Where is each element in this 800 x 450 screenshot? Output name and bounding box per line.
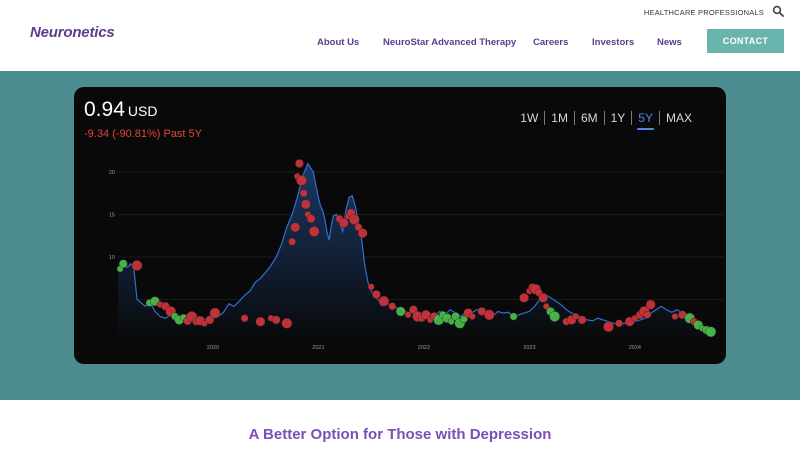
x-tick-label: 2020	[207, 345, 219, 351]
sell-marker[interactable]	[255, 316, 266, 327]
range-max[interactable]: MAX	[665, 111, 692, 125]
sell-marker[interactable]	[209, 307, 221, 319]
range-1m[interactable]: 1M	[551, 111, 568, 125]
range-6m[interactable]: 6M	[580, 111, 598, 125]
sell-marker[interactable]	[404, 311, 412, 319]
sell-marker[interactable]	[271, 315, 281, 325]
sell-marker[interactable]	[296, 175, 307, 186]
sell-marker[interactable]	[371, 289, 381, 299]
healthcare-professionals-link[interactable]: HEALTHCARE PROFESSIONALS	[643, 8, 764, 17]
sell-marker[interactable]	[240, 314, 249, 323]
y-tick-label: 20	[109, 170, 115, 176]
sell-marker[interactable]	[603, 321, 614, 333]
x-tick-label: 2024	[629, 345, 641, 351]
range-separator	[544, 111, 546, 125]
range-selector: 1W 1M 6M 1Y 5Y MAX	[514, 111, 698, 130]
sell-marker[interactable]	[388, 302, 397, 311]
sell-marker[interactable]	[338, 218, 349, 228]
y-tick-label: 10	[109, 255, 115, 261]
sell-marker[interactable]	[572, 313, 580, 320]
sell-marker[interactable]	[378, 295, 390, 307]
price-area	[118, 163, 714, 342]
sell-marker[interactable]	[348, 214, 360, 226]
sell-marker[interactable]	[299, 189, 308, 198]
buy-marker[interactable]	[549, 311, 561, 322]
sell-marker[interactable]	[615, 319, 623, 328]
nav-news[interactable]: News	[657, 37, 682, 48]
range-separator	[631, 111, 633, 125]
sell-marker[interactable]	[357, 228, 368, 239]
x-tick-label: 2021	[312, 345, 324, 351]
stock-chart-card: 10 15 20 2020 2021 2022 2023 2024 0.94 USD -9.34…	[74, 87, 726, 364]
sell-marker[interactable]	[671, 313, 679, 320]
sell-marker[interactable]	[468, 313, 476, 320]
price-value: 0.94	[84, 98, 125, 121]
sell-marker[interactable]	[205, 315, 215, 325]
buy-marker[interactable]	[118, 259, 128, 269]
stock-price: 0.94 USD	[84, 98, 157, 122]
range-separator	[658, 111, 660, 125]
sell-marker[interactable]	[281, 317, 293, 329]
section-heading: A Better Option for Those with Depressio…	[248, 426, 552, 443]
nav-investors[interactable]: Investors	[592, 37, 635, 48]
y-tick-label: 15	[109, 213, 115, 219]
range-5y[interactable]: 5Y	[632, 111, 659, 130]
sell-marker[interactable]	[367, 283, 375, 291]
price-change: -9.34 (-90.81%) Past 5Y	[84, 128, 203, 140]
buy-marker[interactable]	[509, 312, 518, 321]
buy-marker[interactable]	[395, 306, 406, 317]
contact-button[interactable]: CONTACT	[707, 29, 784, 53]
buy-marker[interactable]	[705, 326, 717, 338]
sell-marker[interactable]	[643, 310, 652, 319]
range-separator	[573, 111, 575, 125]
x-tick-label: 2023	[523, 345, 535, 351]
nav-neurostar-advanced-therapy[interactable]: NeuroStar Advanced Therapy	[383, 37, 517, 48]
sell-marker[interactable]	[519, 292, 529, 303]
sell-marker[interactable]	[483, 309, 495, 321]
range-1w[interactable]: 1W	[520, 111, 539, 125]
price-currency: USD	[127, 103, 158, 119]
search-icon[interactable]	[772, 5, 784, 17]
nav-about-us[interactable]: About Us	[317, 37, 360, 48]
sell-marker[interactable]	[294, 159, 304, 168]
sell-marker[interactable]	[131, 260, 143, 271]
sell-marker[interactable]	[306, 214, 316, 224]
sell-marker[interactable]	[290, 222, 301, 233]
range-separator	[603, 111, 605, 125]
range-1y[interactable]: 1Y	[610, 111, 626, 125]
nav-careers[interactable]: Careers	[533, 37, 569, 48]
brand-logo[interactable]: Neuronetics	[30, 24, 115, 41]
sell-marker[interactable]	[288, 237, 297, 246]
sell-marker[interactable]	[645, 299, 656, 310]
sell-marker[interactable]	[577, 315, 587, 325]
x-tick-label: 2022	[418, 345, 430, 351]
site-header: Neuronetics HEALTHCARE PROFESSIONALS Abo…	[0, 0, 800, 70]
buy-marker[interactable]	[447, 318, 455, 326]
sell-marker[interactable]	[308, 226, 320, 237]
sell-marker[interactable]	[300, 199, 311, 210]
sell-marker[interactable]	[538, 292, 548, 303]
